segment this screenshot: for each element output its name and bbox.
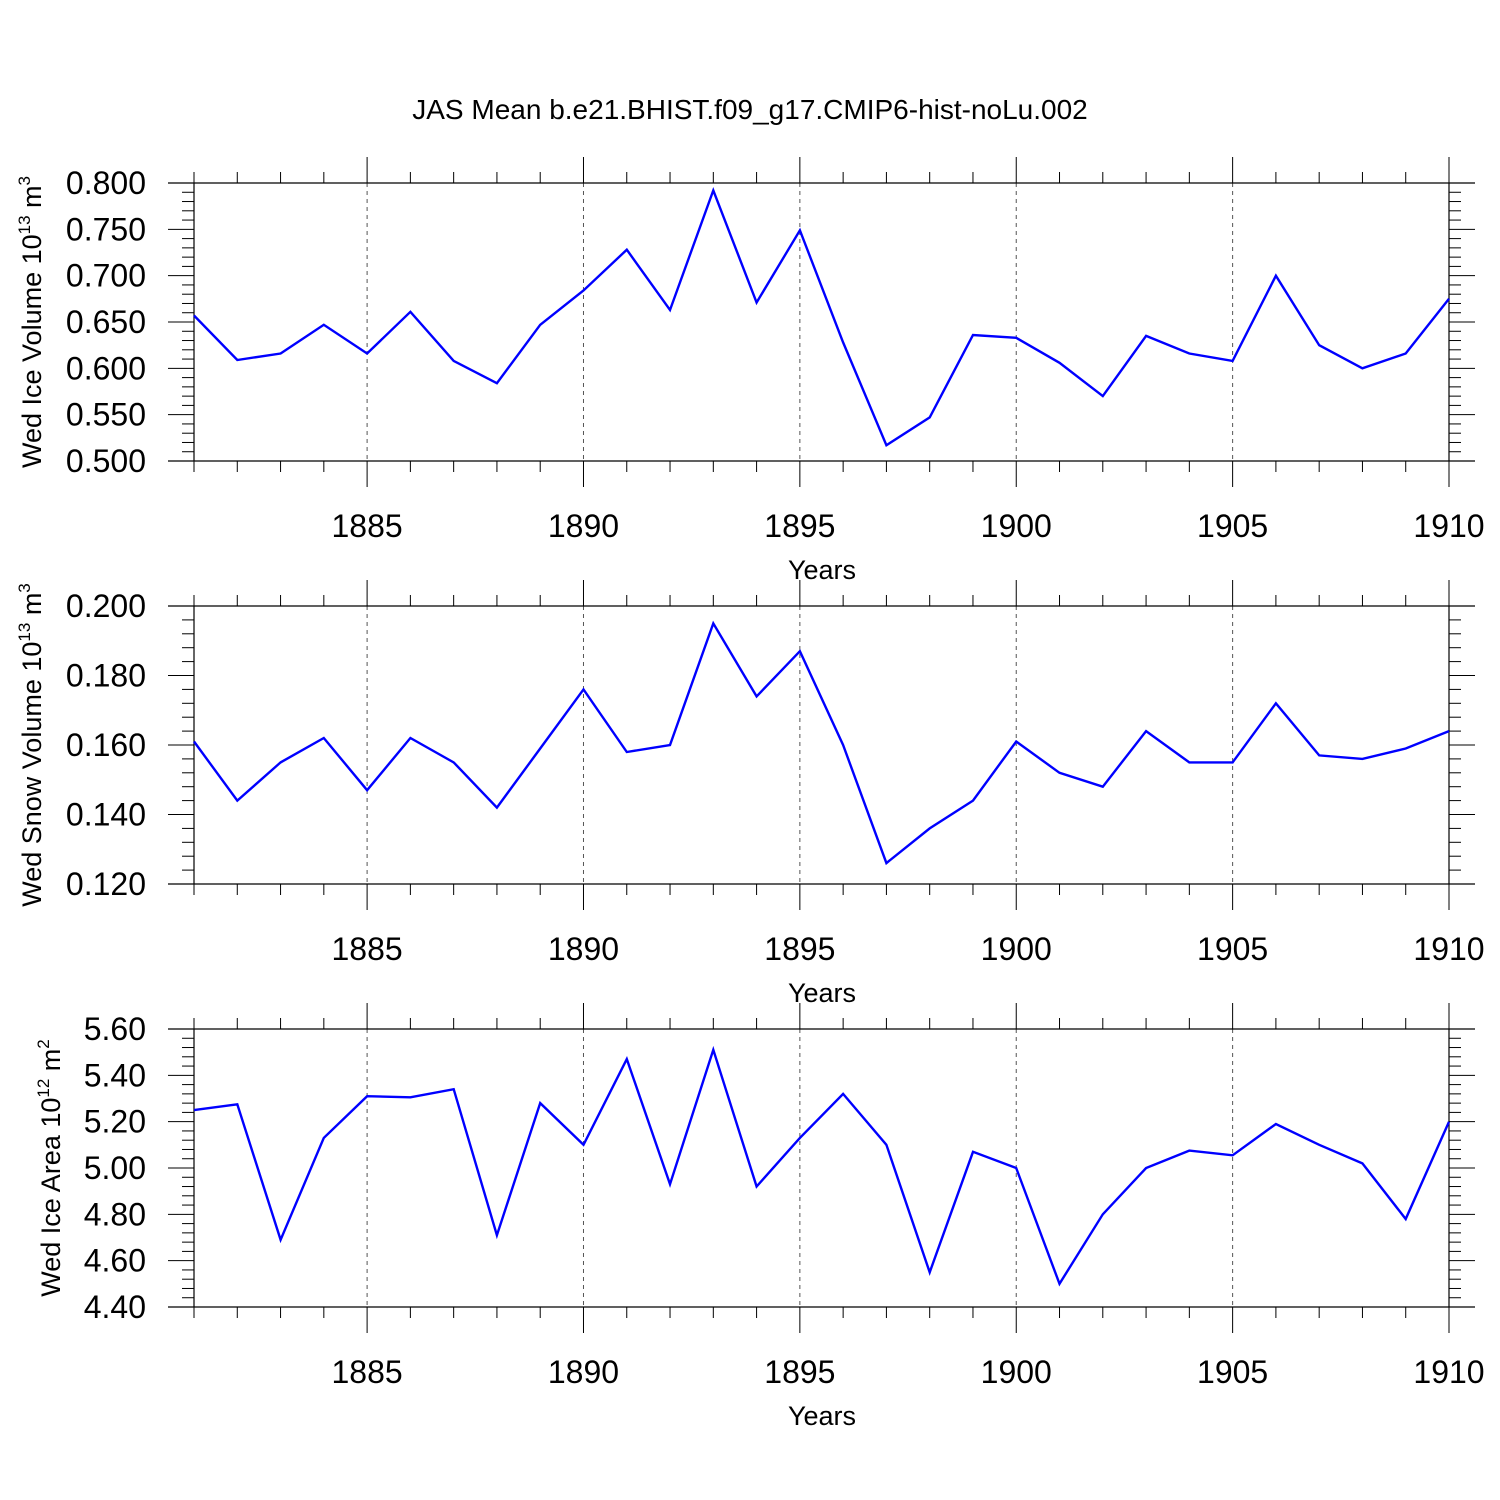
x-tick-label: 1910 <box>1413 508 1484 544</box>
series-line <box>193 620 1450 866</box>
y-tick-label: 0.600 <box>66 350 146 386</box>
y-axis-label-exponent: 13 <box>15 215 34 234</box>
y-tick-label: 0.180 <box>66 658 146 694</box>
y-tick-label: 0.160 <box>66 727 146 763</box>
x-tick-label: 1890 <box>548 931 619 967</box>
x-tick-label: 1895 <box>764 508 835 544</box>
y-axis-label-text: Wed Snow Volume 10 <box>17 642 47 907</box>
x-tick-label: 1910 <box>1413 931 1484 967</box>
y-axis-label-exponent: 12 <box>34 1079 53 1098</box>
x-tick-label: 1895 <box>764 931 835 967</box>
x-tick-label: 1890 <box>548 1354 619 1390</box>
y-axis-label-unit: m <box>17 593 47 623</box>
x-tick-label: 1885 <box>332 1354 403 1390</box>
x-axis-label: Years <box>788 555 856 585</box>
chart-panel-2: 0.120 0.140 0.160 0.180 0.200 1885 1890 1895 190… <box>15 580 1485 1008</box>
y-tick-label: 0.120 <box>66 866 146 902</box>
y-axis-label-text: Wed Ice Volume 10 <box>17 234 47 468</box>
y-axis-label: Wed Ice Area 1012 m2 <box>34 1039 66 1297</box>
x-tick-label: 1905 <box>1197 1354 1268 1390</box>
y-axis-label-unit-exponent: 3 <box>15 176 34 185</box>
y-tick-label: 0.140 <box>66 797 146 833</box>
x-tick-label: 1890 <box>548 508 619 544</box>
y-tick-label: 5.40 <box>84 1057 146 1093</box>
y-tick-label: 0.550 <box>66 397 146 433</box>
x-tick-label: 1900 <box>981 1354 1052 1390</box>
y-tick-label: 0.700 <box>66 258 146 294</box>
x-tick-label: 1885 <box>332 931 403 967</box>
y-tick-label: 4.60 <box>84 1243 146 1279</box>
y-tick-label: 5.00 <box>84 1150 146 1186</box>
x-tick-label: 1910 <box>1413 1354 1484 1390</box>
y-tick-label: 5.60 <box>84 1011 146 1047</box>
y-tick-label: 5.20 <box>84 1104 146 1140</box>
x-tick-label: 1900 <box>981 931 1052 967</box>
x-axis-label: Years <box>788 978 856 1008</box>
y-tick-label: 0.500 <box>66 443 146 479</box>
x-tick-label: 1900 <box>981 508 1052 544</box>
y-tick-label: 0.650 <box>66 304 146 340</box>
x-axis-label: Years <box>788 1401 856 1431</box>
y-tick-label: 0.750 <box>66 211 146 247</box>
y-axis-label: Wed Ice Volume 1013 m3 <box>15 176 47 468</box>
chart-panel-1: 0.500 0.550 0.600 0.650 0.700 0.750 0.800 1885 1… <box>15 157 1485 585</box>
series-line <box>193 186 1450 447</box>
x-tick-label: 1905 <box>1197 931 1268 967</box>
y-tick-label: 0.800 <box>66 165 146 201</box>
y-tick-label: 4.80 <box>84 1196 146 1232</box>
chart-panel-3: 4.40 4.60 4.80 5.00 5.20 5.40 5.60 1885 1890 1895… <box>34 1003 1485 1431</box>
y-axis-label-text: Wed Ice Area 10 <box>36 1098 66 1297</box>
y-axis-label-unit: m <box>17 185 47 215</box>
y-tick-label: 0.200 <box>66 588 146 624</box>
figure-title: JAS Mean b.e21.BHIST.f09_g17.CMIP6-hist-… <box>412 94 1088 125</box>
y-axis-label: Wed Snow Volume 1013 m3 <box>15 583 47 907</box>
y-axis-label-unit-exponent: 2 <box>34 1039 53 1048</box>
y-axis-label-exponent: 13 <box>15 623 34 642</box>
x-tick-label: 1895 <box>764 1354 835 1390</box>
y-tick-label: 4.40 <box>84 1289 146 1325</box>
x-tick-label: 1905 <box>1197 508 1268 544</box>
chart-panels: 0.500 0.550 0.600 0.650 0.700 0.750 0.800 1885 1… <box>15 157 1485 1431</box>
series-line <box>193 1045 1451 1287</box>
y-axis-label-unit: m <box>36 1049 66 1079</box>
y-axis-label-unit-exponent: 3 <box>15 583 34 592</box>
x-tick-label: 1885 <box>332 508 403 544</box>
